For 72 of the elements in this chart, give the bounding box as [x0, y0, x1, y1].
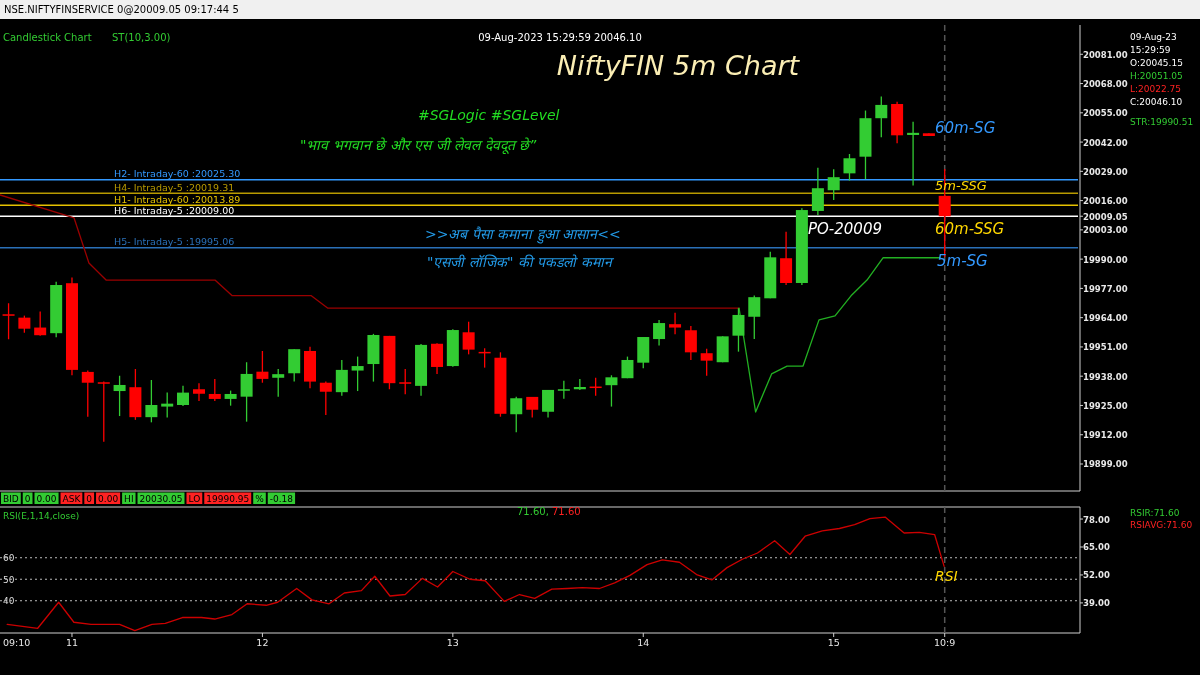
y-tick-label: 20016.00 — [1083, 196, 1128, 207]
y-tick-label: 19912.00 — [1083, 430, 1128, 441]
x-tick-label: 14 — [637, 637, 650, 648]
y-tick-label: 19977.00 — [1083, 283, 1128, 294]
y2-tick-label: 65.00 — [1083, 542, 1110, 553]
annotation: #SGLogic #SGLevel — [418, 107, 560, 123]
x-tick-label: 15 — [827, 637, 840, 648]
y-tick-label: 40 — [3, 596, 15, 607]
text: 0.00 — [98, 494, 119, 504]
ref-line-label: H4- Intraday-5 :20019.31 — [114, 181, 235, 193]
text: % — [255, 494, 265, 504]
text: L:20022.75 — [1130, 84, 1181, 94]
text: O:20045.15 — [1130, 58, 1183, 68]
annotation: "एसजी लॉजिक" की पकडलो कमान — [427, 254, 615, 270]
y-tick-label: 20068.00 — [1083, 79, 1128, 90]
ref-line-label: H6- Intraday-5 :20009.00 — [114, 204, 235, 216]
annotation: 09-Aug-2023 15:29:59 20046.10 — [478, 32, 642, 43]
y-tick-label: 19990.00 — [1083, 254, 1128, 265]
x-tick-label: 11 — [65, 637, 79, 648]
annotation: 60m-SG — [935, 119, 996, 137]
text: C:20046.10 — [1130, 97, 1183, 107]
annotation: >>अब पैसा कमाना हुआ आसान<< — [425, 226, 621, 244]
ref-line-label: H1- Intraday-60 :20013.89 — [114, 193, 241, 205]
text: RSIR:71.60 — [1130, 508, 1180, 518]
y2-tick-label: 52.00 — [1083, 570, 1110, 581]
y-tick-label: 20029.00 — [1083, 166, 1128, 177]
x-axis-title: 09:10 — [3, 637, 31, 648]
y2-tick-label: 78.00 — [1083, 514, 1110, 525]
y-tick-label: 50 — [3, 574, 15, 585]
text: RSI(E,1,14,close) — [3, 511, 80, 521]
x-tick-label: 10:9 — [934, 637, 956, 648]
y-tick-label: 19951.00 — [1083, 342, 1128, 353]
annotation: 71.60, — [517, 506, 549, 517]
y-tick-label: 20042.00 — [1083, 137, 1128, 148]
annotation: 71.60 — [552, 506, 581, 517]
y-tick-label: 19925.00 — [1083, 400, 1128, 411]
annotation: 5m-SG — [937, 252, 988, 270]
y2-tick-label: 39.00 — [1083, 598, 1110, 609]
text: 15:29:59 — [1130, 45, 1171, 55]
y-tick-label: 20081.00 — [1083, 49, 1128, 60]
text: HI — [124, 494, 134, 504]
y-tick-label: 20003.00 — [1083, 225, 1128, 236]
text: RSIAVG:71.60 — [1130, 520, 1193, 530]
y-tick-label: 19899.00 — [1083, 459, 1128, 470]
annotation: "भाव भगवान छे और एस जी लेवल देवदूत छे” — [300, 137, 538, 155]
annotation: Candlestick Chart — [3, 32, 92, 43]
text: 0 — [86, 494, 93, 504]
ref-line-label: H2- Intraday-60 :20025.30 — [114, 168, 241, 180]
annotation: ST(10,3.00) — [112, 32, 171, 43]
y-tick-label: 20009.05 — [1083, 211, 1128, 222]
text: BID — [3, 494, 19, 504]
annotation: RSI — [935, 568, 958, 584]
annotation: PO-20009 — [808, 220, 882, 238]
text: NiftyFIN 5m Chart — [556, 50, 801, 81]
text: STR:19990.51 — [1130, 117, 1194, 127]
text: LO — [188, 494, 201, 504]
y-tick-label: 60 — [3, 553, 15, 564]
text: 0 — [24, 494, 31, 504]
text: 09-Aug-23 — [1130, 32, 1177, 42]
text: ASK — [62, 494, 82, 504]
text: 20030.05 — [139, 494, 183, 504]
x-tick-label: 12 — [256, 637, 269, 648]
text: -0.18 — [269, 494, 294, 504]
text: 0.00 — [36, 494, 57, 504]
text: NSE.NIFTYFINSERVICE 0@20009.05 09:17:44 5 — [4, 4, 239, 15]
y-tick-label: 19964.00 — [1083, 313, 1128, 324]
text: H:20051.05 — [1130, 71, 1183, 81]
text: 19990.95 — [206, 494, 250, 504]
y-tick-label: 20055.00 — [1083, 108, 1128, 119]
x-tick-label: 13 — [446, 637, 459, 648]
y-tick-label: 19938.00 — [1083, 371, 1128, 382]
ref-line-label: H5- Intraday-5 :19995.06 — [114, 236, 235, 248]
